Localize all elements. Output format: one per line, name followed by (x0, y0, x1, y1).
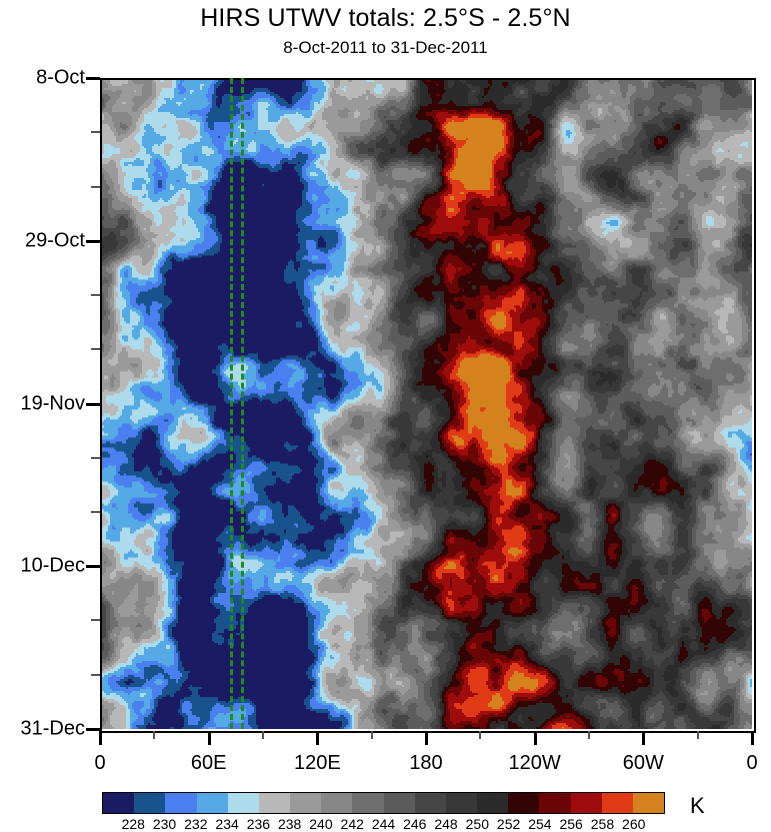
colorbar-tick-236: 236 (246, 816, 271, 832)
y-major-tick (86, 565, 100, 569)
colorbar-tick-234: 234 (215, 816, 239, 832)
colorbar-tick-258: 258 (590, 816, 615, 832)
colorbar-tick-252: 252 (496, 816, 521, 832)
x-major-tick (316, 731, 320, 745)
y-minor-tick (91, 511, 100, 514)
y-major-tick (86, 239, 100, 243)
x-axis-label-60W: 60W (622, 752, 664, 774)
colorbar-tick-260: 260 (622, 816, 646, 832)
x-axis-label-60E: 60E (190, 752, 227, 774)
x-major-tick (642, 731, 646, 745)
green-dashed-line-east (241, 78, 245, 729)
y-axis-label-29-Oct: 29-Oct (24, 229, 85, 252)
colorbar-swatch-11 (445, 793, 478, 813)
colorbar-tick-244: 244 (371, 816, 396, 832)
contour-field (100, 78, 752, 729)
colorbar-swatch-5 (258, 793, 291, 813)
colorbar-swatch-4 (227, 793, 259, 813)
colorbar-unit-label: K (690, 793, 705, 818)
y-minor-tick (91, 456, 100, 459)
x-axis-label-120E: 120E (293, 752, 341, 774)
colorbar-swatch-1 (134, 793, 166, 813)
colorbar (102, 792, 665, 814)
colorbar-tick-228: 228 (121, 816, 145, 832)
y-minor-tick (91, 131, 100, 134)
colorbar-swatch-2 (165, 793, 197, 813)
x-axis-label-0: 0 (94, 752, 106, 774)
colorbar-tick-254: 254 (528, 816, 552, 832)
x-axis-label-0: 0 (746, 752, 758, 774)
y-axis-label-10-Dec: 10-Dec (20, 554, 85, 577)
x-major-tick (425, 731, 428, 745)
chart-subtitle: 8-Oct-2011 to 31-Dec-2011 (283, 38, 488, 57)
colorbar-tick-256: 256 (559, 816, 583, 832)
chart-title: HIRS UTWV totals: 2.5°S - 2.5°N (200, 4, 571, 32)
y-minor-tick (91, 348, 100, 351)
x-minor-tick (262, 731, 264, 739)
colorbar-tick-242: 242 (340, 816, 364, 832)
y-axis-label-8-Oct: 8-Oct (36, 66, 85, 89)
colorbar-swatch-10 (414, 793, 446, 813)
green-dashed-line-west (230, 78, 234, 729)
y-minor-tick (91, 293, 100, 296)
x-major-tick (99, 731, 102, 745)
hovmoller-plot-area (100, 78, 752, 729)
x-minor-tick (588, 731, 590, 739)
colorbar-swatch-8 (352, 793, 384, 813)
colorbar-swatch-15 (570, 793, 602, 813)
colorbar-tick-246: 246 (403, 816, 427, 832)
colorbar-swatch-16 (601, 793, 633, 813)
colorbar-swatch-12 (477, 793, 509, 813)
y-major-tick (86, 728, 100, 731)
colorbar-swatch-13 (508, 793, 540, 813)
x-axis-label-120W: 120W (508, 752, 561, 774)
y-axis-label-31-Dec: 31-Dec (20, 717, 85, 740)
y-minor-tick (91, 673, 100, 676)
y-major-tick (86, 402, 100, 406)
x-minor-tick (370, 731, 373, 739)
colorbar-tick-248: 248 (434, 816, 458, 832)
colorbar-swatch-3 (196, 793, 228, 813)
x-major-tick (533, 731, 537, 745)
y-minor-tick (91, 185, 100, 188)
colorbar-tick-238: 238 (277, 816, 302, 832)
x-major-tick (751, 731, 754, 745)
x-major-tick (207, 731, 211, 745)
colorbar-swatch-6 (290, 793, 322, 813)
colorbar-tick-240: 240 (309, 816, 333, 832)
colorbar-swatch-7 (321, 793, 353, 813)
colorbar-swatch-14 (539, 793, 571, 813)
x-minor-tick (696, 731, 699, 739)
x-axis-label-180: 180 (409, 752, 443, 774)
y-axis-label-19-Nov: 19-Nov (20, 392, 85, 414)
y-minor-tick (91, 619, 100, 622)
colorbar-tick-250: 250 (465, 816, 489, 832)
y-major-tick (86, 77, 100, 80)
colorbar-tick-230: 230 (152, 816, 177, 832)
colorbar-swatch-9 (383, 793, 415, 813)
colorbar-swatch-0 (103, 793, 135, 813)
x-minor-tick (153, 731, 156, 739)
colorbar-tick-232: 232 (184, 816, 208, 832)
colorbar-swatch-17 (632, 793, 665, 813)
x-minor-tick (479, 731, 482, 739)
